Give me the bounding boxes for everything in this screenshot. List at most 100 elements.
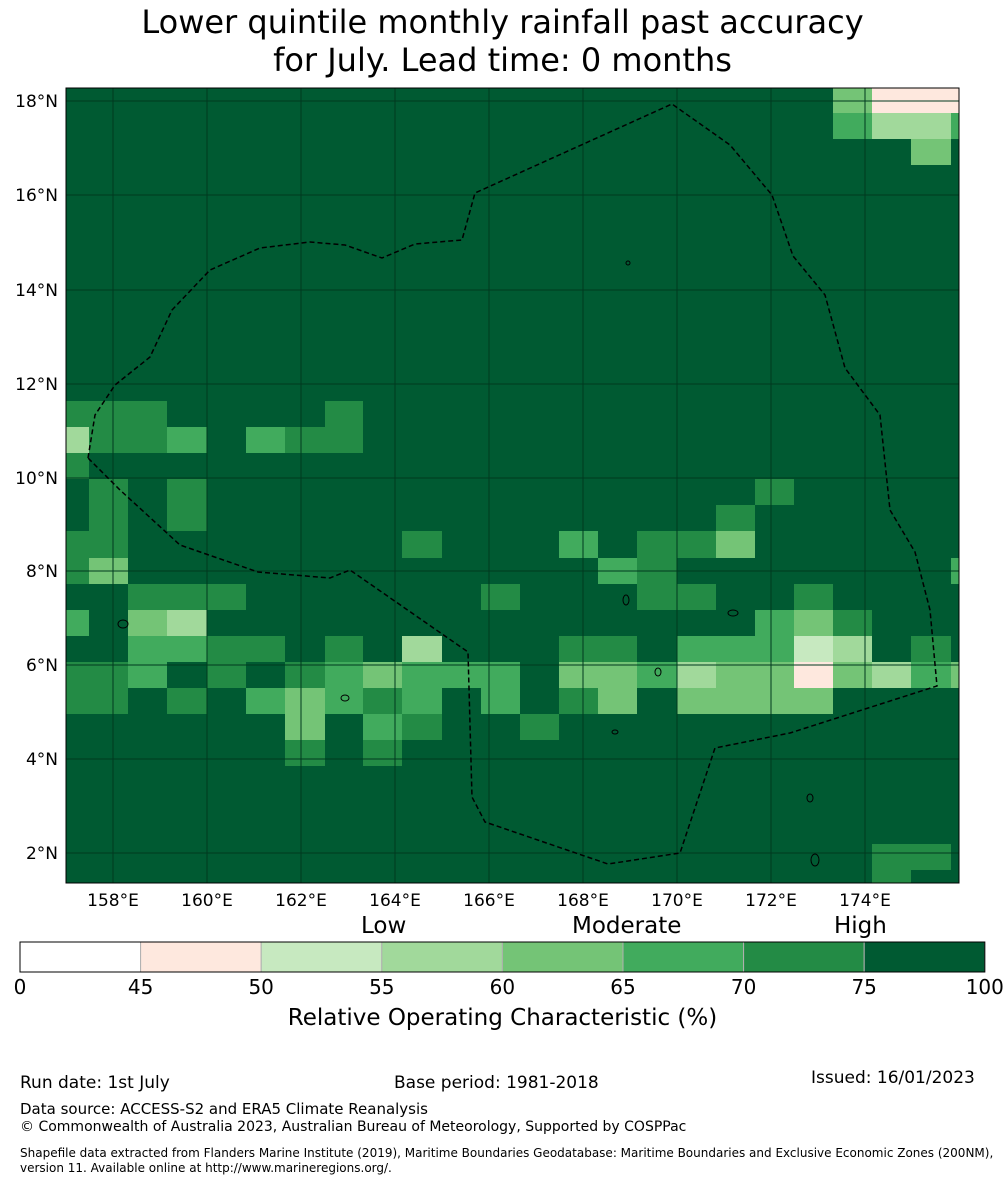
- colorbar-tick-label: 50: [248, 975, 274, 999]
- grid-cell: [128, 610, 167, 636]
- base-period: Base period: 1981-2018: [394, 1073, 599, 1093]
- grid-cell: [833, 610, 872, 636]
- grid-cell: [872, 844, 951, 870]
- legend-label-high: High: [834, 913, 887, 939]
- longitude-label: 168°E: [557, 891, 609, 911]
- grid-cell: [911, 636, 951, 662]
- grid-cell: [911, 139, 951, 165]
- colorbar-tick-label: 0: [13, 975, 27, 999]
- grid-cell: [677, 531, 716, 558]
- grid-cell: [559, 688, 598, 714]
- longitude-label: 174°E: [839, 891, 891, 911]
- longitude-label: 170°E: [651, 891, 703, 911]
- grid-cell: [402, 662, 520, 688]
- grid-cell: [207, 636, 285, 662]
- run-date: Run date: 1st July: [20, 1073, 170, 1093]
- colorbar-swatch: [260, 941, 383, 973]
- grid-cell: [89, 427, 167, 453]
- grid-cell: [89, 479, 128, 531]
- island-marker: [810, 853, 820, 867]
- grid-cell: [559, 531, 598, 558]
- colorbar-swatch: [19, 941, 142, 973]
- grid-cell: [285, 662, 325, 688]
- grid-cell: [402, 688, 442, 714]
- longitude-label: 160°E: [181, 891, 233, 911]
- grid-cell: [716, 505, 755, 531]
- island-marker: [611, 729, 619, 735]
- data-source: Data source: ACCESS-S2 and ERA5 Climate …: [20, 1100, 428, 1118]
- latitude-label: 10°N: [15, 469, 58, 489]
- grid-cell: [755, 479, 794, 505]
- grid-cell: [363, 740, 402, 766]
- grid-cell: [66, 688, 128, 714]
- grid-cell: [794, 636, 833, 662]
- island-marker: [622, 594, 630, 606]
- grid-cell: [246, 688, 285, 714]
- grid-cell: [285, 688, 325, 714]
- grid-cell: [167, 479, 207, 531]
- grid-cell: [167, 610, 207, 636]
- map-title-line1: Lower quintile monthly rainfall past acc…: [141, 3, 864, 41]
- grid-cell: [402, 636, 442, 662]
- grid-cell: [246, 427, 285, 453]
- grid-cell: [794, 610, 833, 636]
- grid-cell: [637, 662, 677, 688]
- grid-cell: [66, 401, 167, 427]
- colorbar: [19, 941, 986, 973]
- colorbar-swatch: [863, 941, 986, 973]
- grid-cell: [325, 636, 363, 662]
- island-markers: [117, 260, 820, 867]
- grid-cell: [833, 113, 872, 139]
- legend-label-low: Low: [361, 913, 407, 939]
- shapefile-credit: Shapefile data extracted from Flanders M…: [20, 1146, 994, 1175]
- grid-cell: [167, 427, 207, 453]
- latitude-label: 12°N: [15, 375, 58, 395]
- longitude-label: 172°E: [745, 891, 797, 911]
- grid-cell: [637, 531, 677, 558]
- colorbar-swatch: [622, 941, 745, 973]
- grid-cell: [207, 662, 246, 688]
- grid-cell: [285, 427, 363, 453]
- colorbar-tick-label: 75: [851, 975, 877, 999]
- grid-cell: [716, 662, 794, 688]
- grid-cell: [481, 584, 520, 610]
- colorbar-tick-label: 45: [127, 975, 154, 999]
- grid-cell: [951, 662, 959, 688]
- grid-cell: [755, 610, 794, 636]
- colorbar-swatch: [140, 941, 262, 973]
- grid-cell: [677, 688, 833, 714]
- island-marker: [117, 619, 129, 629]
- colorbar-tick-label: 55: [369, 975, 395, 999]
- map-title-line2: for July. Lead time: 0 months: [273, 41, 732, 79]
- colorbar-frame: [19, 941, 986, 973]
- colorbar-tick-label: 60: [489, 975, 516, 999]
- colorbar-swatch: [501, 941, 624, 973]
- longitude-label: 166°E: [463, 891, 515, 911]
- colorbar-tick-label: 70: [730, 975, 757, 999]
- colorbar-tick-label: 100: [965, 975, 1004, 999]
- island-marker: [625, 260, 631, 266]
- grid-cell: [66, 427, 89, 453]
- island-marker: [806, 793, 814, 803]
- grid-cell: [285, 714, 325, 740]
- grid-cell: [325, 662, 363, 688]
- grid-cell: [66, 610, 89, 636]
- grid-cell: [677, 662, 716, 688]
- island-marker: [340, 694, 350, 702]
- grid-cell: [559, 662, 637, 688]
- latitude-label: 2°N: [26, 844, 58, 864]
- grid-cell: [951, 113, 959, 139]
- longitude-label: 158°E: [87, 891, 139, 911]
- island-marker: [654, 667, 662, 677]
- grid-cell: [402, 531, 442, 558]
- colorbar-swatch: [381, 941, 503, 973]
- map-frame: [65, 87, 960, 884]
- map-background: [66, 88, 959, 883]
- grid-cell: [520, 714, 559, 740]
- grid-cell: [363, 662, 402, 688]
- longitude-label: 162°E: [275, 891, 327, 911]
- grid-cell: [325, 401, 363, 427]
- grid-cell: [285, 740, 325, 766]
- graticule: [66, 88, 959, 883]
- grid-cell: [598, 688, 637, 714]
